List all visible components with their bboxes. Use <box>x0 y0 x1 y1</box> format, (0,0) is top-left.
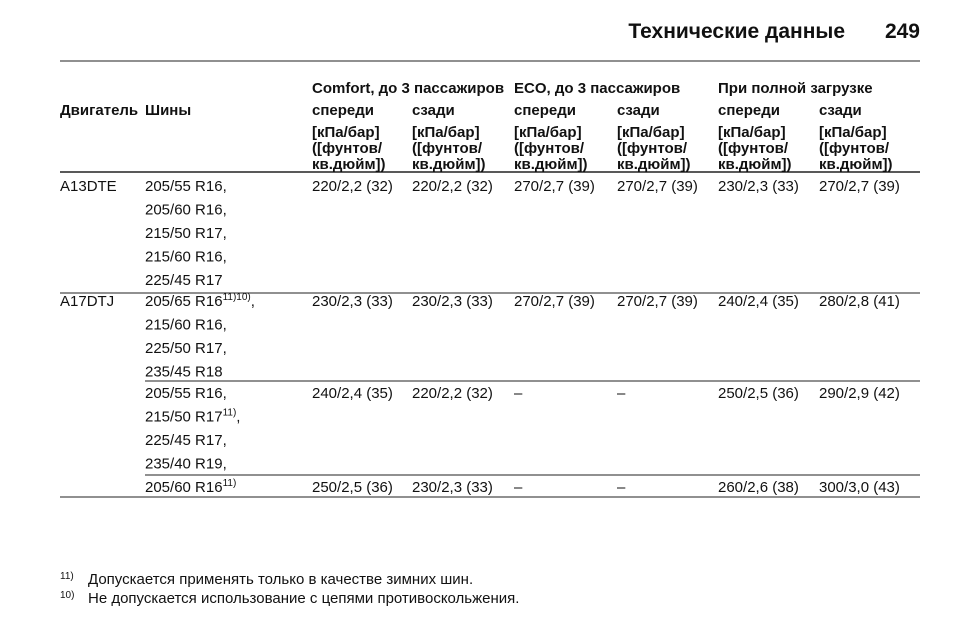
footnote-ref: 11) <box>223 478 237 489</box>
unit: ([фунтов/ <box>514 140 585 157</box>
tire-text: 225/50 R17, <box>145 340 227 357</box>
tire-size: 215/50 R17, <box>145 225 227 242</box>
column-header: спереди <box>312 102 374 119</box>
tire-text: 225/45 R17, <box>145 432 227 449</box>
group-header: Comfort, до 3 пассажиров <box>312 80 504 97</box>
tire-text: 205/55 R16, <box>145 178 227 195</box>
unit: кв.дюйм]) <box>617 156 691 173</box>
unit: [кПа/бар] <box>514 124 582 141</box>
engine: A13DTE <box>60 178 117 195</box>
engine: A17DTJ <box>60 293 114 310</box>
unit: [кПа/бар] <box>718 124 786 141</box>
pressure: 250/2,5 (36) <box>718 385 799 402</box>
unit: [кПа/бар] <box>412 124 480 141</box>
unit: ([фунтов/ <box>412 140 483 157</box>
pressure: – <box>514 385 523 402</box>
tire-text: 235/40 R19, <box>145 456 227 473</box>
pressure: 280/2,8 (41) <box>819 293 900 310</box>
column-header: Двигатель <box>60 102 138 119</box>
tire-tail: , <box>236 409 240 426</box>
pressure: 220/2,2 (32) <box>312 178 393 195</box>
group-header: ECO, до 3 пассажиров <box>514 80 680 97</box>
tire-size: 225/50 R17, <box>145 340 227 357</box>
pressure: 250/2,5 (36) <box>312 479 393 496</box>
tire-size: 225/45 R17 <box>145 272 223 289</box>
tire-size: 205/60 R1611) <box>145 478 236 496</box>
pressure: – <box>617 385 626 402</box>
page-number: 249 <box>885 20 920 43</box>
unit: ([фунтов/ <box>718 140 789 157</box>
tire-text: 205/55 R16, <box>145 385 227 402</box>
tire-size: 205/60 R16, <box>145 202 227 219</box>
unit: кв.дюйм]) <box>514 156 588 173</box>
tire-text: 205/65 R16 <box>145 293 223 310</box>
column-header: сзади <box>617 102 660 119</box>
footnote-text: Не допускается использование с цепями пр… <box>88 590 519 607</box>
pressure: 220/2,2 (32) <box>412 178 493 195</box>
tire-text: 225/45 R17 <box>145 272 223 289</box>
pressure: 290/2,9 (42) <box>819 385 900 402</box>
pressure: 240/2,4 (35) <box>312 385 393 402</box>
group-header: При полной загрузке <box>718 80 873 97</box>
pressure: 230/2,3 (33) <box>718 178 799 195</box>
tire-tail: , <box>251 293 255 310</box>
unit: кв.дюйм]) <box>718 156 792 173</box>
pressure: 270/2,7 (39) <box>514 178 595 195</box>
pressure: 300/3,0 (43) <box>819 479 900 496</box>
unit: [кПа/бар] <box>312 124 380 141</box>
tire-size: 205/65 R1611)10), <box>145 292 255 310</box>
pressure: 270/2,7 (39) <box>617 293 698 310</box>
footnote-ref: 11) <box>223 408 237 419</box>
pressure: 270/2,7 (39) <box>819 178 900 195</box>
tire-size: 225/45 R17, <box>145 432 227 449</box>
pressure: 230/2,3 (33) <box>412 293 493 310</box>
pressure: 220/2,2 (32) <box>412 385 493 402</box>
unit: ([фунтов/ <box>819 140 890 157</box>
pressure: 240/2,4 (35) <box>718 293 799 310</box>
footnote-mark: 11) <box>60 571 74 582</box>
tire-text: 205/60 R16 <box>145 479 223 496</box>
page-title: Технические данные <box>628 20 845 43</box>
unit: кв.дюйм]) <box>819 156 893 173</box>
column-header: сзади <box>819 102 862 119</box>
tire-size: 205/55 R16, <box>145 385 227 402</box>
tire-size: 235/45 R18 <box>145 364 223 381</box>
tire-text: 215/60 R16, <box>145 249 227 266</box>
tire-size: 215/60 R16, <box>145 249 227 266</box>
pressure: 270/2,7 (39) <box>514 293 595 310</box>
tire-text: 215/60 R16, <box>145 317 227 334</box>
column-header: Шины <box>145 102 191 119</box>
tire-size: 205/55 R16, <box>145 178 227 195</box>
footnote-ref: 11)10) <box>223 292 251 303</box>
unit: кв.дюйм]) <box>412 156 486 173</box>
column-header: спереди <box>514 102 576 119</box>
footnote-text: Допускается применять только в качестве … <box>88 571 473 588</box>
pressure: 230/2,3 (33) <box>412 479 493 496</box>
tire-size: 215/60 R16, <box>145 317 227 334</box>
tire-text: 205/60 R16, <box>145 202 227 219</box>
pressure: – <box>514 479 523 496</box>
tire-text: 215/50 R17 <box>145 409 223 426</box>
unit: [кПа/бар] <box>819 124 887 141</box>
footnote-mark: 10) <box>60 590 74 601</box>
tire-size: 235/40 R19, <box>145 456 227 473</box>
pressure: 230/2,3 (33) <box>312 293 393 310</box>
unit: ([фунтов/ <box>617 140 688 157</box>
unit: [кПа/бар] <box>617 124 685 141</box>
pressure: 260/2,6 (38) <box>718 479 799 496</box>
tire-text: 235/45 R18 <box>145 364 223 381</box>
column-header: спереди <box>718 102 780 119</box>
tire-text: 215/50 R17, <box>145 225 227 242</box>
tire-size: 215/50 R1711), <box>145 408 240 426</box>
pressure: 270/2,7 (39) <box>617 178 698 195</box>
unit: кв.дюйм]) <box>312 156 386 173</box>
column-header: сзади <box>412 102 455 119</box>
pressure: – <box>617 479 626 496</box>
unit: ([фунтов/ <box>312 140 383 157</box>
